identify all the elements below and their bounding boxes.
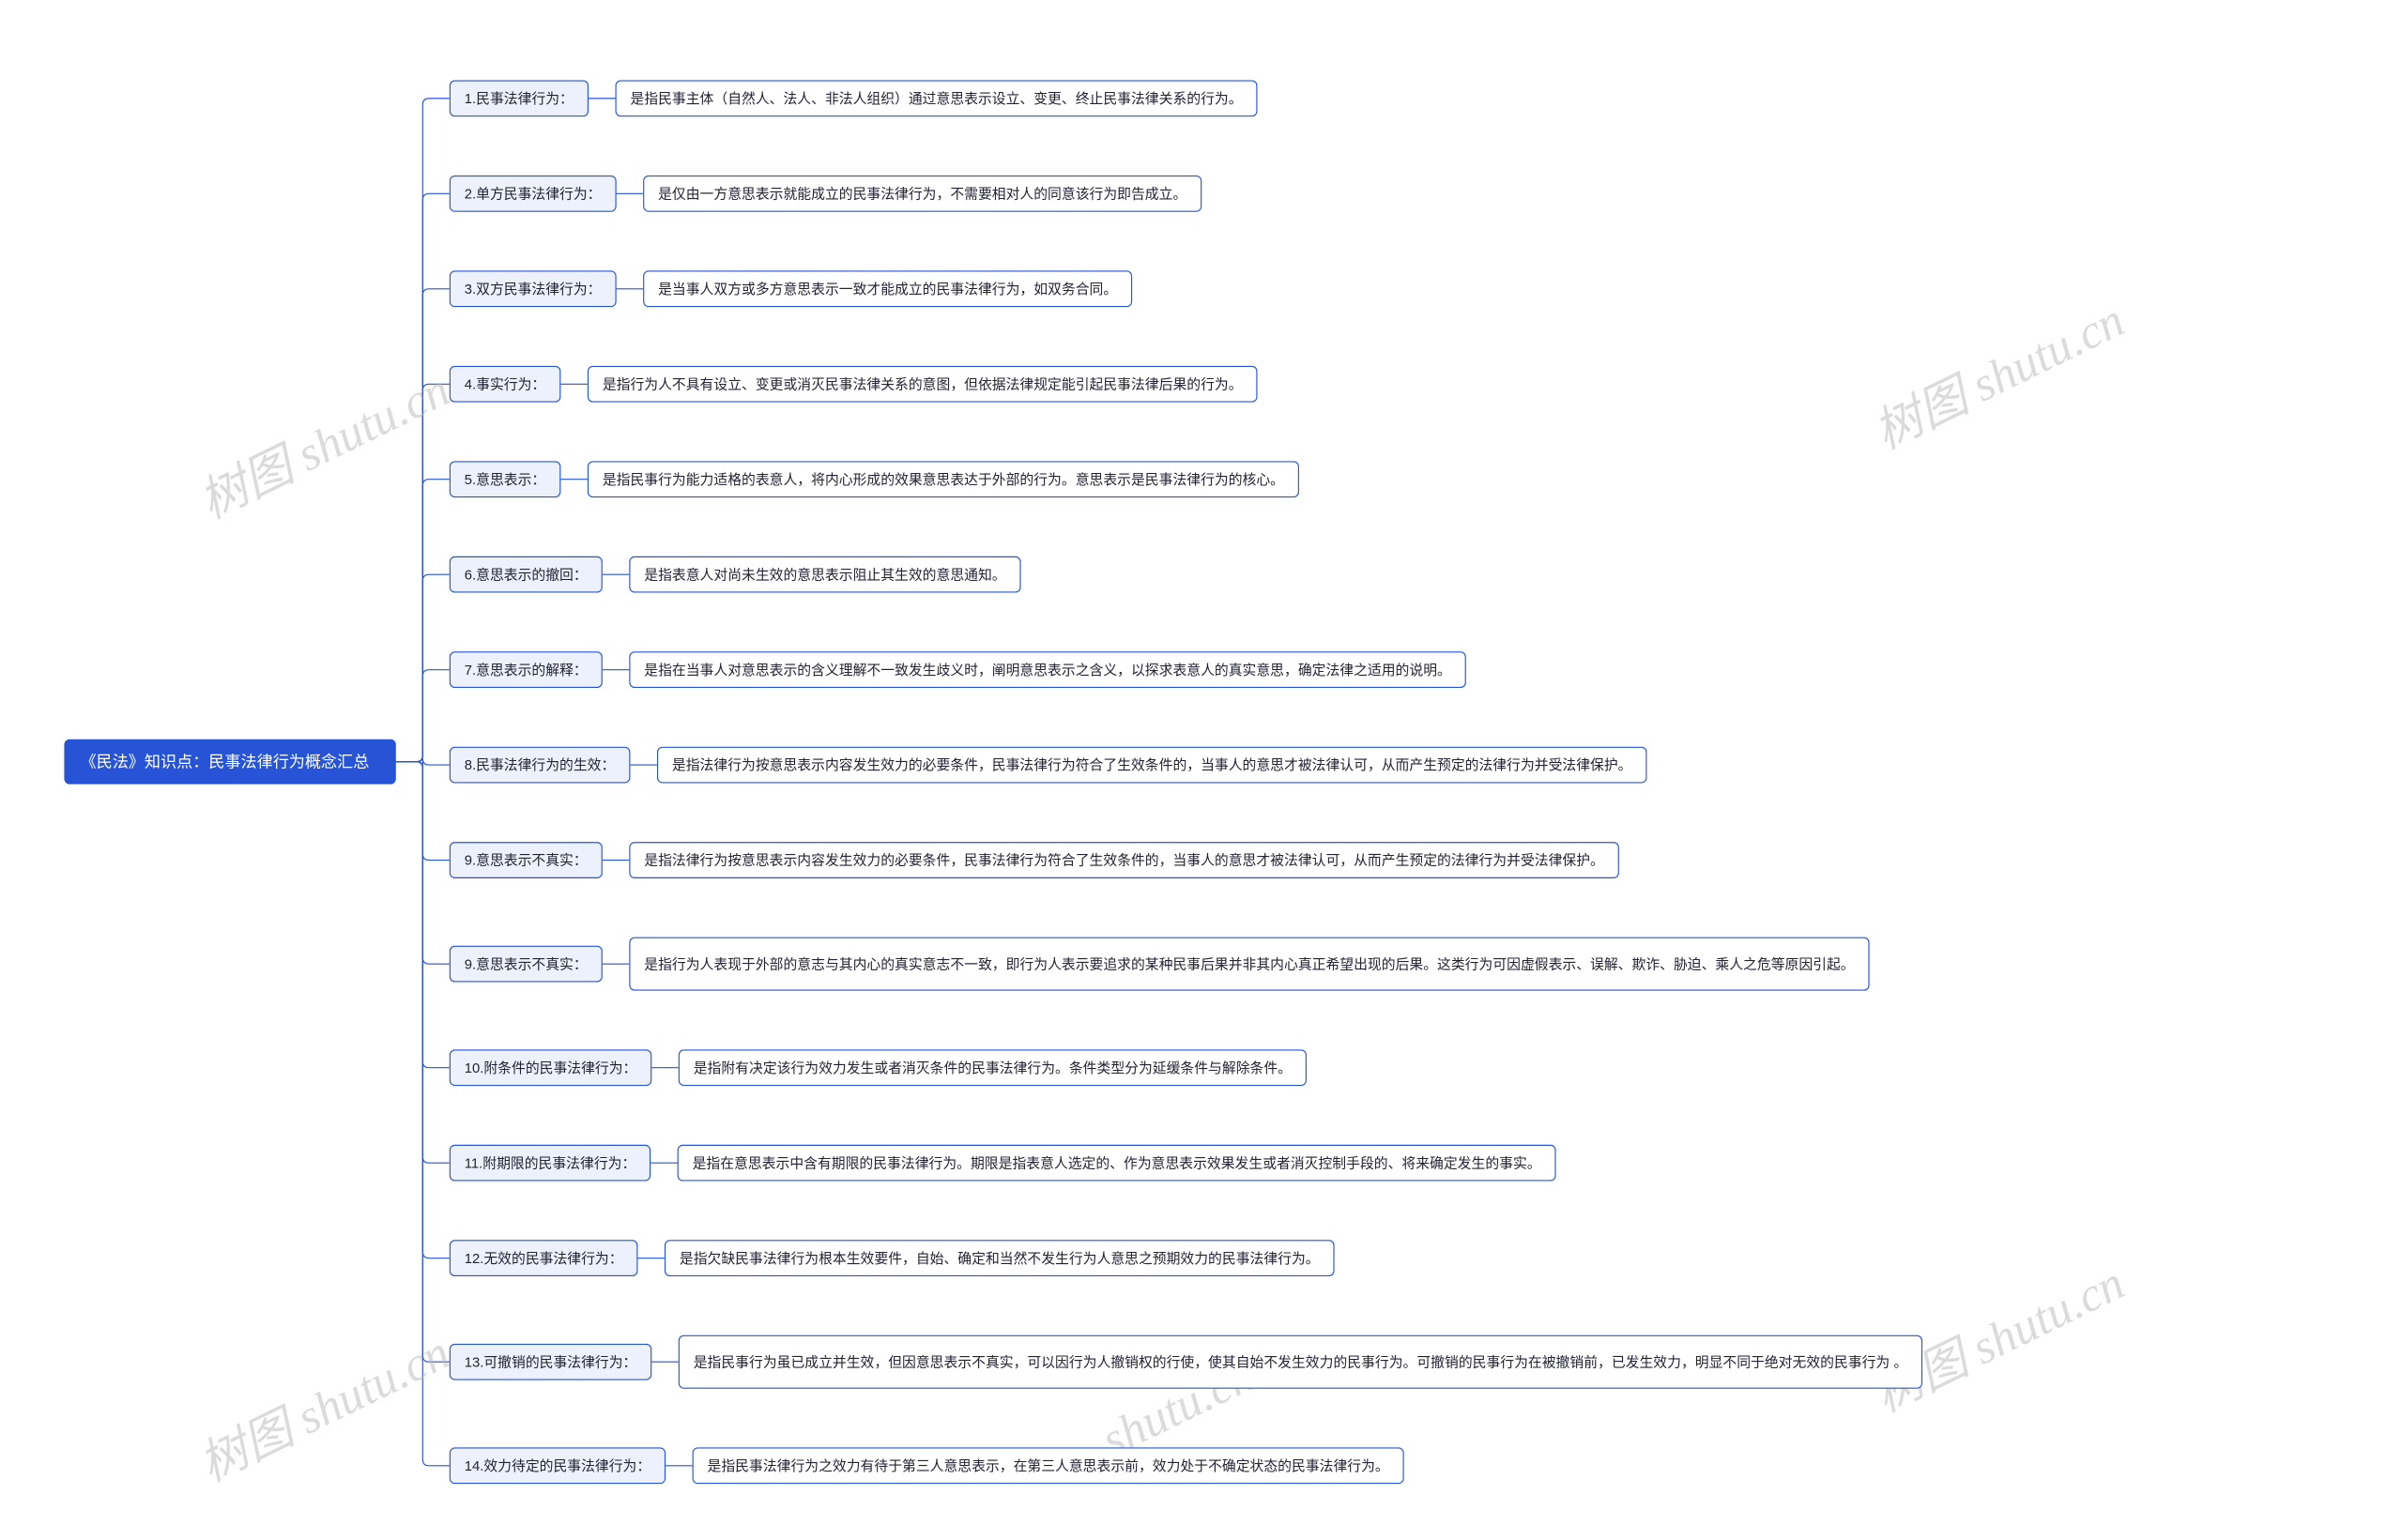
branch-node-15: 14.效力待定的民事法律行为： (450, 1447, 666, 1484)
mindmap-stage: 树图 shutu.cn树图 shutu.cn树图 shutu.cn树图 shut… (0, 0, 2403, 1539)
branch-node-2: 2.单方民事法律行为： (450, 175, 617, 212)
branch-node-3: 3.双方民事法律行为： (450, 270, 617, 307)
branch-node-11: 10.附条件的民事法律行为： (450, 1049, 652, 1086)
branch-node-6: 6.意思表示的撤回： (450, 557, 603, 593)
desc-node-11: 是指附有决定该行为效力发生或者消灭条件的民事法律行为。条件类型分为延缓条件与解除… (679, 1049, 1307, 1086)
watermark: 树图 shutu.cn (186, 351, 459, 532)
desc-node-7: 是指在当事人对意思表示的含义理解不一致发生歧义时，阐明意思表示之含义，以探求表意… (629, 651, 1465, 688)
watermark: 树图 shutu.cn (186, 1314, 459, 1495)
desc-node-13: 是指欠缺民事法律行为根本生效要件，自始、确定和当然不发生行为人意思之预期效力的民… (665, 1240, 1335, 1276)
branch-node-5: 5.意思表示： (450, 461, 560, 497)
branch-node-4: 4.事实行为： (450, 366, 560, 403)
desc-node-5: 是指民事行为能力适格的表意人，将内心形成的效果意思表达于外部的行为。意思表示是民… (588, 461, 1299, 497)
branch-node-13: 12.无效的民事法律行为： (450, 1240, 638, 1276)
watermark: 树图 shutu.cn (1860, 282, 2134, 463)
desc-node-4: 是指行为人不具有设立、变更或消灭民事法律关系的意图，但依据法律规定能引起民事法律… (588, 366, 1258, 403)
desc-node-6: 是指表意人对尚未生效的意思表示阻止其生效的意思通知。 (629, 557, 1020, 593)
branch-node-12: 11.附期限的民事法律行为： (450, 1145, 650, 1182)
desc-node-8: 是指法律行为按意思表示内容发生效力的必要条件，民事法律行为符合了生效条件的，当事… (657, 747, 1647, 784)
root-node: 《民法》知识点：民事法律行为概念汇总 (64, 740, 395, 785)
desc-node-14: 是指民事行为虽已成立并生效，但因意思表示不真实，可以因行为人撤销权的行使，使其自… (679, 1335, 1922, 1389)
branch-node-9: 9.意思表示不真实： (450, 842, 603, 878)
desc-node-1: 是指民事主体（自然人、法人、非法人组织）通过意思表示设立、变更、终止民事法律关系… (616, 81, 1258, 117)
desc-node-2: 是仅由一方意思表示就能成立的民事法律行为，不需要相对人的同意该行为即告成立。 (643, 175, 1202, 212)
branch-node-7: 7.意思表示的解释： (450, 651, 603, 688)
branch-node-14: 13.可撤销的民事法律行为： (450, 1344, 652, 1380)
desc-node-9: 是指法律行为按意思表示内容发生效力的必要条件，民事法律行为符合了生效条件的，当事… (629, 842, 1619, 878)
branch-node-8: 8.民事法律行为的生效： (450, 747, 630, 784)
desc-node-3: 是当事人双方或多方意思表示一致才能成立的民事法律行为，如双务合同。 (643, 270, 1132, 307)
branch-node-1: 1.民事法律行为： (450, 81, 589, 117)
branch-node-10: 9.意思表示不真实： (450, 946, 603, 983)
desc-node-10: 是指行为人表现于外部的意志与其内心的真实意志不一致，即行为人表示要追求的某种民事… (629, 938, 1869, 991)
desc-node-15: 是指民事法律行为之效力有待于第三人意思表示，在第三人意思表示前，效力处于不确定状… (693, 1447, 1404, 1484)
desc-node-12: 是指在意思表示中含有期限的民事法律行为。期限是指表意人选定的、作为意思表示效果发… (678, 1145, 1556, 1182)
